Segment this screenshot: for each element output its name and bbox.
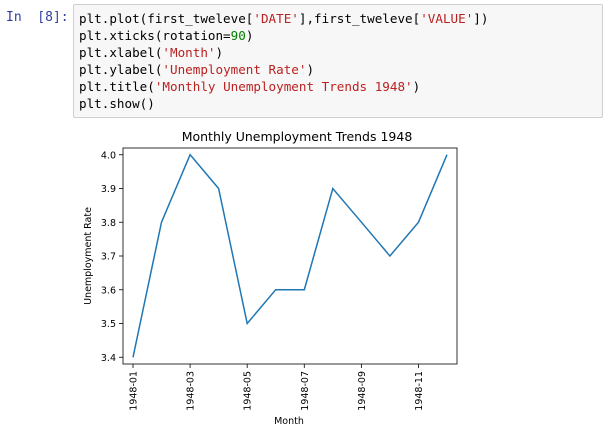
x-tick-label: 1948-11: [414, 371, 425, 411]
x-tick-label: 1948-01: [129, 371, 140, 411]
line-chart: Monthly Unemployment Trends 1948 3.43.53…: [83, 129, 458, 427]
cell-output: Monthly Unemployment Trends 1948 3.4 3.5 3…: [73, 124, 533, 429]
code-editor[interactable]: plt.plot(first_tweleve['DATE'],first_twe…: [73, 4, 603, 118]
code-line: plt.xlabel('Month'): [79, 44, 488, 61]
code-lines: plt.plot(first_tweleve['DATE'],first_twe…: [79, 10, 488, 112]
x-tick-label: 1948-03: [186, 371, 197, 411]
code-token: ],first_tweleve[: [298, 11, 421, 26]
code-line: plt.title('Monthly Unemployment Trends 1…: [79, 78, 488, 95]
y-tick-label: 3.4: [101, 353, 116, 364]
code-line: plt.plot(first_tweleve['DATE'],first_twe…: [79, 10, 488, 27]
code-token: plt.plot(first_tweleve[: [79, 11, 254, 26]
y-tick-label: 3.6: [101, 285, 116, 296]
code-token: plt.ylabel(: [79, 62, 163, 77]
y-tick-label: 3.5: [101, 319, 116, 330]
x-tick-label: 1948-07: [300, 371, 311, 411]
x-axis: 1948-01 1948-03 1948-05 1948-07 1948-09 1948-…: [129, 364, 425, 411]
y-axis: 3.4 3.5 3.6 3.7 3.8 3.9 4.0: [101, 150, 123, 364]
code-string: 'Unemployment Rate': [162, 62, 307, 77]
code-number: 90: [230, 28, 246, 43]
code-line: plt.show(): [79, 95, 488, 112]
code-token: ): [306, 62, 315, 77]
y-tick-label: 4.0: [101, 150, 116, 161]
input-prompt: In [8]:: [6, 10, 69, 25]
x-tick-label: 1948-05: [243, 371, 254, 411]
x-axis-label: Month: [274, 416, 304, 427]
y-tick-label: 3.7: [101, 252, 116, 263]
x-tick-label: 1948-09: [357, 371, 368, 411]
code-token: plt.xlabel(: [79, 45, 163, 60]
code-string: 'VALUE': [420, 11, 474, 26]
y-tick-label: 3.9: [101, 184, 116, 195]
code-token: ): [215, 45, 224, 60]
code-token: plt.title(: [79, 79, 155, 94]
chart-title: Monthly Unemployment Trends 1948: [182, 129, 413, 144]
code-line: plt.ylabel('Unemployment Rate'): [79, 61, 488, 78]
code-string: 'Monthly Unemployment Trends 1948': [154, 79, 413, 94]
series-line: [132, 153, 448, 358]
code-line: plt.xticks(rotation=90): [79, 27, 488, 44]
code-string: 'DATE': [253, 11, 299, 26]
code-token: plt.xticks(rotation=: [79, 28, 231, 43]
code-token: ]): [473, 11, 489, 26]
data-points: [133, 155, 447, 358]
code-token: ): [412, 79, 421, 94]
y-axis-label: Unemployment Rate: [83, 207, 94, 305]
y-tick-label: 3.8: [101, 218, 116, 229]
code-token: plt.show(): [79, 96, 155, 111]
code-token: ): [245, 28, 254, 43]
code-string: 'Month': [162, 45, 216, 60]
plot-frame: [122, 147, 458, 365]
